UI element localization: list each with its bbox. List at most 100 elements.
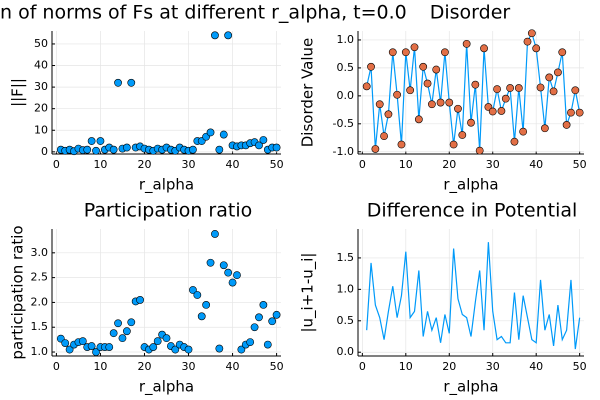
x-tick-label: 0 — [359, 158, 366, 171]
point — [250, 323, 259, 332]
y-axis-label: participation ratio — [9, 225, 27, 359]
point — [380, 132, 388, 141]
point — [211, 31, 219, 40]
point — [432, 65, 441, 74]
x-tick-label: 30 — [486, 360, 500, 373]
point — [475, 146, 484, 155]
x-tick-label: 0 — [359, 360, 366, 373]
point — [92, 348, 100, 356]
x-tick-label: 40 — [226, 360, 240, 373]
point — [471, 80, 480, 89]
y-tick-label: 50 — [34, 37, 48, 50]
point — [545, 73, 554, 82]
point — [462, 39, 471, 48]
chart-title: Participation ratio — [84, 200, 252, 222]
x-tick-label: 10 — [93, 158, 107, 171]
point — [449, 140, 458, 149]
point — [401, 48, 410, 57]
point — [375, 100, 384, 109]
y-tick-label: 0.5 — [337, 61, 355, 74]
x-tick-label: 0 — [53, 158, 60, 171]
y-tick-label: 1.5 — [31, 320, 49, 333]
y-tick-label: 0 — [41, 145, 48, 158]
point — [122, 327, 131, 336]
point — [558, 48, 567, 57]
point — [397, 140, 406, 149]
point — [189, 145, 197, 154]
x-tick-label: 0 — [53, 360, 60, 373]
point — [219, 261, 228, 270]
x-tick-label: 30 — [486, 158, 500, 171]
point — [87, 137, 96, 145]
y-tick-label: 30 — [34, 80, 48, 93]
point — [228, 278, 237, 287]
point — [136, 296, 144, 304]
point — [272, 143, 281, 152]
y-tick-label: 10 — [34, 123, 48, 136]
point — [554, 68, 562, 77]
x-axis-label: r_alpha — [443, 176, 498, 195]
y-tick-label: 1.0 — [337, 282, 355, 295]
point — [259, 136, 268, 144]
point — [519, 127, 528, 136]
point — [371, 145, 380, 153]
point — [514, 84, 523, 92]
point — [445, 98, 454, 107]
point — [532, 44, 541, 53]
point — [540, 124, 549, 133]
point — [61, 339, 70, 348]
point — [506, 84, 515, 92]
x-tick-label: 50 — [573, 360, 587, 373]
point — [259, 301, 268, 309]
point — [233, 271, 241, 280]
chart-title: n of norms of Fs at different r_alpha, t… — [0, 2, 407, 24]
y-axis-label: |u_i+1-u_i| — [299, 253, 318, 333]
x-tick-label: 40 — [529, 360, 543, 373]
point — [162, 334, 171, 343]
point — [384, 110, 393, 119]
point — [211, 230, 219, 238]
point — [571, 86, 580, 95]
point — [427, 100, 436, 109]
point — [406, 86, 415, 95]
x-tick-label: 10 — [399, 360, 413, 373]
point — [410, 43, 419, 52]
point — [255, 141, 263, 150]
x-tick-label: 20 — [442, 158, 456, 171]
point — [114, 78, 122, 87]
y-tick-label: 1.0 — [337, 33, 355, 46]
point — [419, 62, 428, 71]
point — [206, 128, 215, 137]
point — [454, 104, 462, 113]
y-tick-label: 0.0 — [337, 345, 355, 358]
point — [171, 345, 180, 354]
x-tick-label: 50 — [573, 158, 587, 171]
point — [127, 78, 136, 87]
point — [388, 48, 397, 57]
point — [237, 345, 246, 354]
chart-title: Difference in Potential — [367, 200, 578, 222]
line — [366, 31, 581, 151]
point — [65, 345, 74, 354]
point — [184, 345, 193, 354]
point — [575, 108, 584, 117]
x-axis-label: r_alpha — [139, 176, 194, 195]
point — [193, 291, 202, 299]
point — [255, 313, 263, 322]
y-tick-label: 2.0 — [31, 295, 49, 308]
point — [197, 312, 206, 321]
point — [414, 115, 423, 124]
point — [458, 131, 467, 139]
point — [114, 319, 122, 328]
point — [272, 310, 281, 319]
y-tick-label: 3.0 — [31, 246, 49, 259]
point — [153, 337, 162, 346]
point — [423, 79, 432, 88]
y-tick-label: 0.0 — [337, 89, 355, 102]
point — [367, 62, 375, 71]
point — [189, 286, 197, 294]
point — [96, 137, 105, 145]
x-tick-label: 20 — [442, 360, 456, 373]
y-tick-label: 40 — [34, 59, 48, 72]
